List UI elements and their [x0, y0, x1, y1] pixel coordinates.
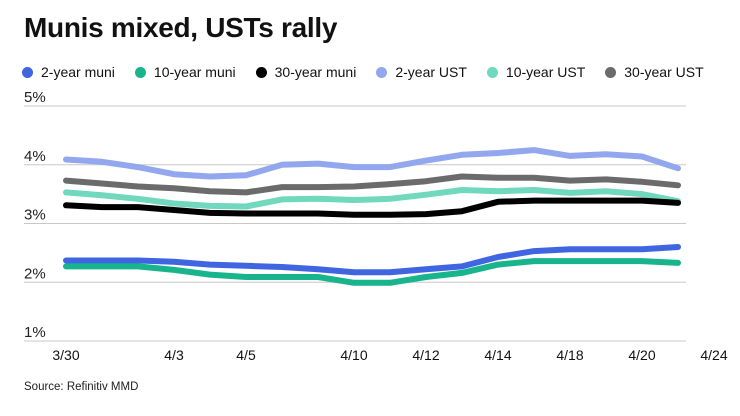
- series-line-10-year-muni: [63, 258, 681, 286]
- legend-swatch: [486, 66, 498, 78]
- series-line-30-year-muni: [63, 197, 681, 218]
- x-tick-label: 4/10: [340, 347, 367, 363]
- x-tick-label: 3/30: [52, 347, 79, 363]
- x-tick-label: 4/12: [412, 347, 439, 363]
- legend-label: 10-year muni: [153, 64, 236, 80]
- series-line-30-year-ust: [63, 173, 681, 196]
- x-tick-label: 4/3: [164, 347, 184, 363]
- y-tick-label: 2%: [24, 265, 46, 282]
- legend-swatch: [22, 66, 33, 78]
- legend-swatch: [134, 66, 146, 78]
- chart-title: Munis mixed, USTs rally: [24, 12, 338, 43]
- legend-item-30-year-ust: 30-year UST: [605, 64, 704, 80]
- y-tick-label: 3%: [24, 207, 46, 224]
- x-tick-label: 4/5: [236, 347, 256, 363]
- series-line-2-year-muni: [63, 244, 681, 276]
- legend-label: 2-year UST: [395, 64, 467, 80]
- legend-label: 10-year UST: [505, 64, 586, 80]
- legend-swatch: [376, 66, 388, 78]
- chart-source: Source: Refinitiv MMD: [24, 381, 139, 393]
- legend-item-10-year-ust: 10-year UST: [486, 64, 586, 80]
- y-tick-label: 4%: [24, 148, 46, 165]
- y-tick-label: 1%: [24, 324, 46, 341]
- legend-label: 30-year muni: [274, 64, 357, 80]
- legend-swatch: [605, 66, 617, 78]
- x-tick-label: 4/18: [556, 347, 583, 363]
- legend-label: 30-year UST: [624, 64, 704, 80]
- x-tick-label: 4/14: [484, 347, 511, 363]
- y-tick-label: 5%: [24, 89, 46, 106]
- chart-legend: 2-year muni 10-year muni 30-year muni 2-…: [22, 64, 704, 80]
- x-tick-label: 4/24: [700, 347, 727, 363]
- legend-item-10-year-muni: 10-year muni: [134, 64, 236, 80]
- x-tick-label: 4/20: [628, 347, 655, 363]
- series-line-2-year-ust: [63, 147, 681, 180]
- legend-swatch: [255, 66, 267, 78]
- legend-label: 2-year muni: [41, 64, 115, 80]
- series-line-10-year-ust: [63, 187, 681, 210]
- legend-item-30-year-muni: 30-year muni: [255, 64, 357, 80]
- legend-item-2-year-ust: 2-year UST: [376, 64, 467, 80]
- legend-item-2-year-muni: 2-year muni: [22, 64, 115, 80]
